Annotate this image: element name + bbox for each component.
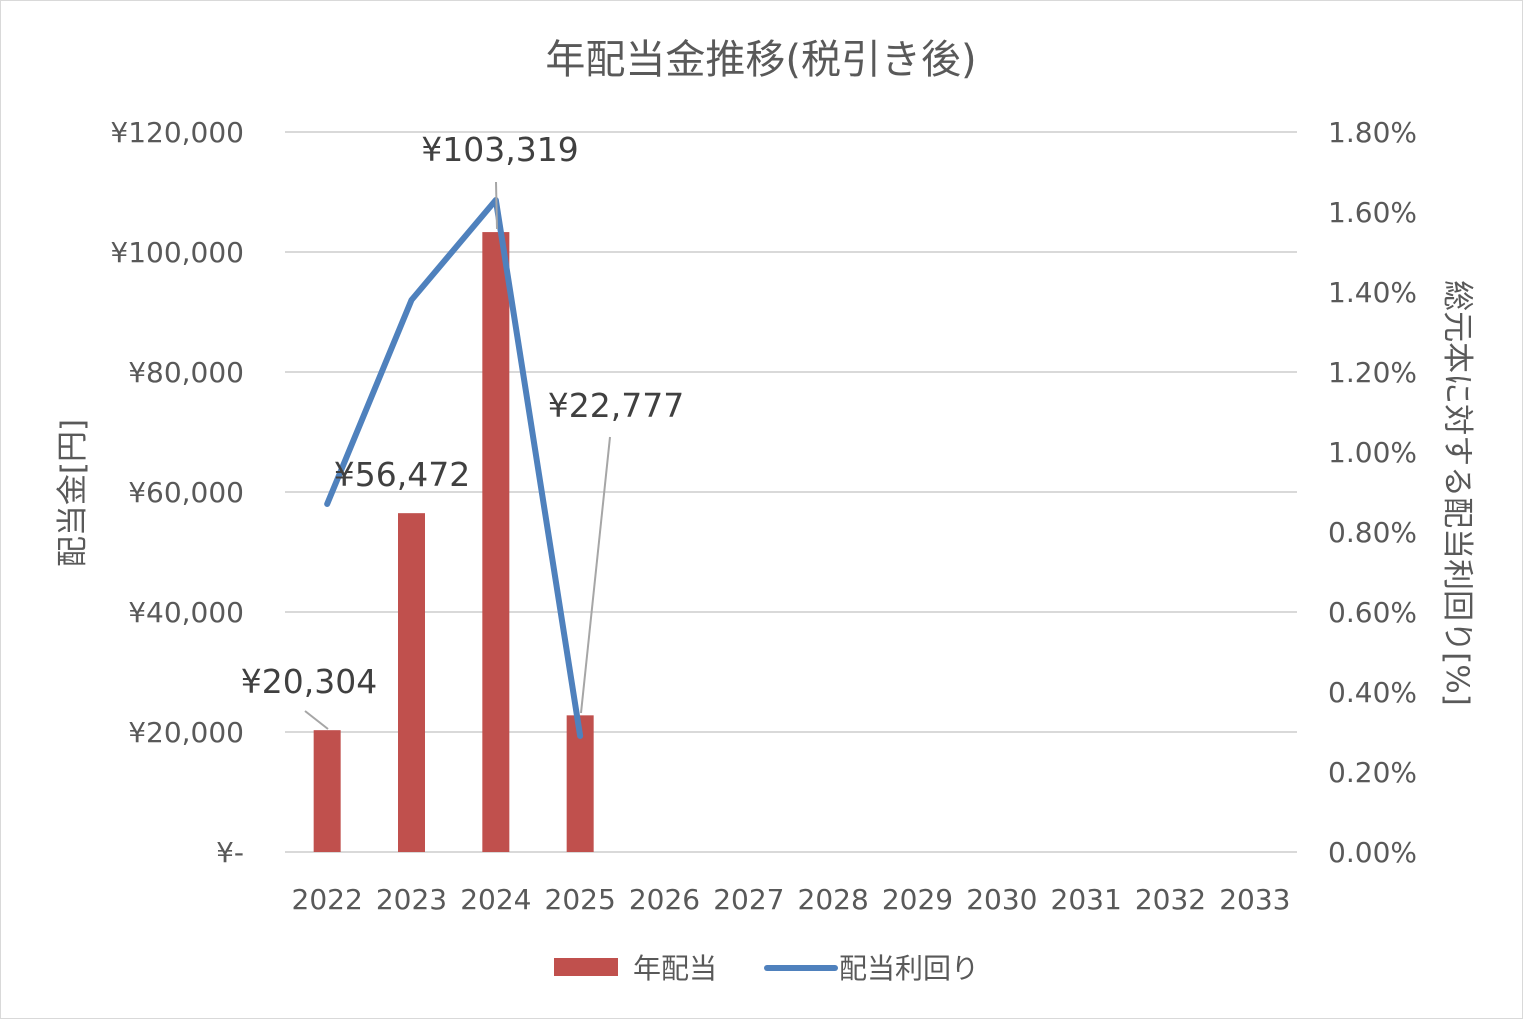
right-tick-label: 1.60% xyxy=(1328,196,1417,229)
right-tick-label: 0.20% xyxy=(1328,756,1417,789)
bar-data-label: ¥103,319 xyxy=(421,130,578,169)
left-tick-label: ¥100,000 xyxy=(110,236,244,269)
left-tick-label: ¥- xyxy=(216,836,244,869)
bar xyxy=(482,232,510,852)
left-tick-label: ¥20,000 xyxy=(128,716,244,749)
right-tick-label: 1.40% xyxy=(1328,276,1417,309)
leader-line xyxy=(495,181,498,230)
bar xyxy=(398,513,425,852)
x-tick-label: 2029 xyxy=(882,883,953,916)
bar-series xyxy=(313,232,594,852)
x-tick-label: 2026 xyxy=(629,883,700,916)
bar-data-label: ¥56,472 xyxy=(334,455,470,494)
legend-bar-label: 年配当 xyxy=(633,952,717,985)
x-tick-label: 2022 xyxy=(292,883,363,916)
bar-data-label: ¥22,777 xyxy=(548,386,684,425)
x-tick-label: 2031 xyxy=(1051,883,1122,916)
leader-line xyxy=(304,710,329,730)
chart-title: 年配当金推移(税引き後) xyxy=(545,37,976,83)
right-tick-label: 1.80% xyxy=(1328,116,1417,149)
x-tick-label: 2023 xyxy=(376,883,447,916)
left-axis-ticks: ¥- ¥20,000 ¥40,000 ¥60,000 ¥80,000 ¥100,000 ¥1… xyxy=(110,116,244,869)
yield-line xyxy=(324,197,584,739)
x-tick-label: 2032 xyxy=(1135,883,1206,916)
x-tick-label: 2025 xyxy=(545,883,616,916)
legend: 年配当 配当利回り xyxy=(554,952,979,985)
left-tick-label: ¥80,000 xyxy=(128,356,244,389)
right-axis-title: 総元本に対する配当利回り[%] xyxy=(1439,280,1475,706)
x-tick-label: 2027 xyxy=(713,883,784,916)
x-tick-label: 2028 xyxy=(798,883,869,916)
bar-data-label: ¥20,304 xyxy=(241,662,377,701)
left-axis-title: 配当金[円] xyxy=(55,419,91,567)
left-tick-label: ¥60,000 xyxy=(128,476,244,509)
x-tick-label: 2030 xyxy=(966,883,1037,916)
x-axis-ticks: 2022 2023 2024 2025 2026 2027 2028 2029 2030 2031… xyxy=(292,883,1291,916)
line-series xyxy=(324,197,584,739)
legend-line-label: 配当利回り xyxy=(839,952,979,985)
right-tick-label: 1.20% xyxy=(1328,356,1417,389)
left-tick-label: ¥40,000 xyxy=(128,596,244,629)
right-tick-label: 0.80% xyxy=(1328,516,1417,549)
bar xyxy=(313,730,341,852)
x-tick-label: 2024 xyxy=(460,883,531,916)
right-tick-label: 1.00% xyxy=(1328,436,1417,469)
right-axis-ticks: 0.00% 0.20% 0.40% 0.60% 0.80% 1.00% 1.20% 1.40%… xyxy=(1328,116,1417,869)
left-tick-label: ¥120,000 xyxy=(110,116,244,149)
legend-bar-swatch xyxy=(554,958,618,976)
leader-line xyxy=(580,436,611,714)
label-leader-lines xyxy=(304,181,611,730)
x-tick-label: 2033 xyxy=(1219,883,1290,916)
data-labels: ¥20,304 ¥56,472 ¥103,319 ¥22,777 xyxy=(241,130,684,701)
right-tick-label: 0.60% xyxy=(1328,596,1417,629)
right-tick-label: 0.00% xyxy=(1328,836,1417,869)
right-tick-label: 0.40% xyxy=(1328,676,1417,709)
